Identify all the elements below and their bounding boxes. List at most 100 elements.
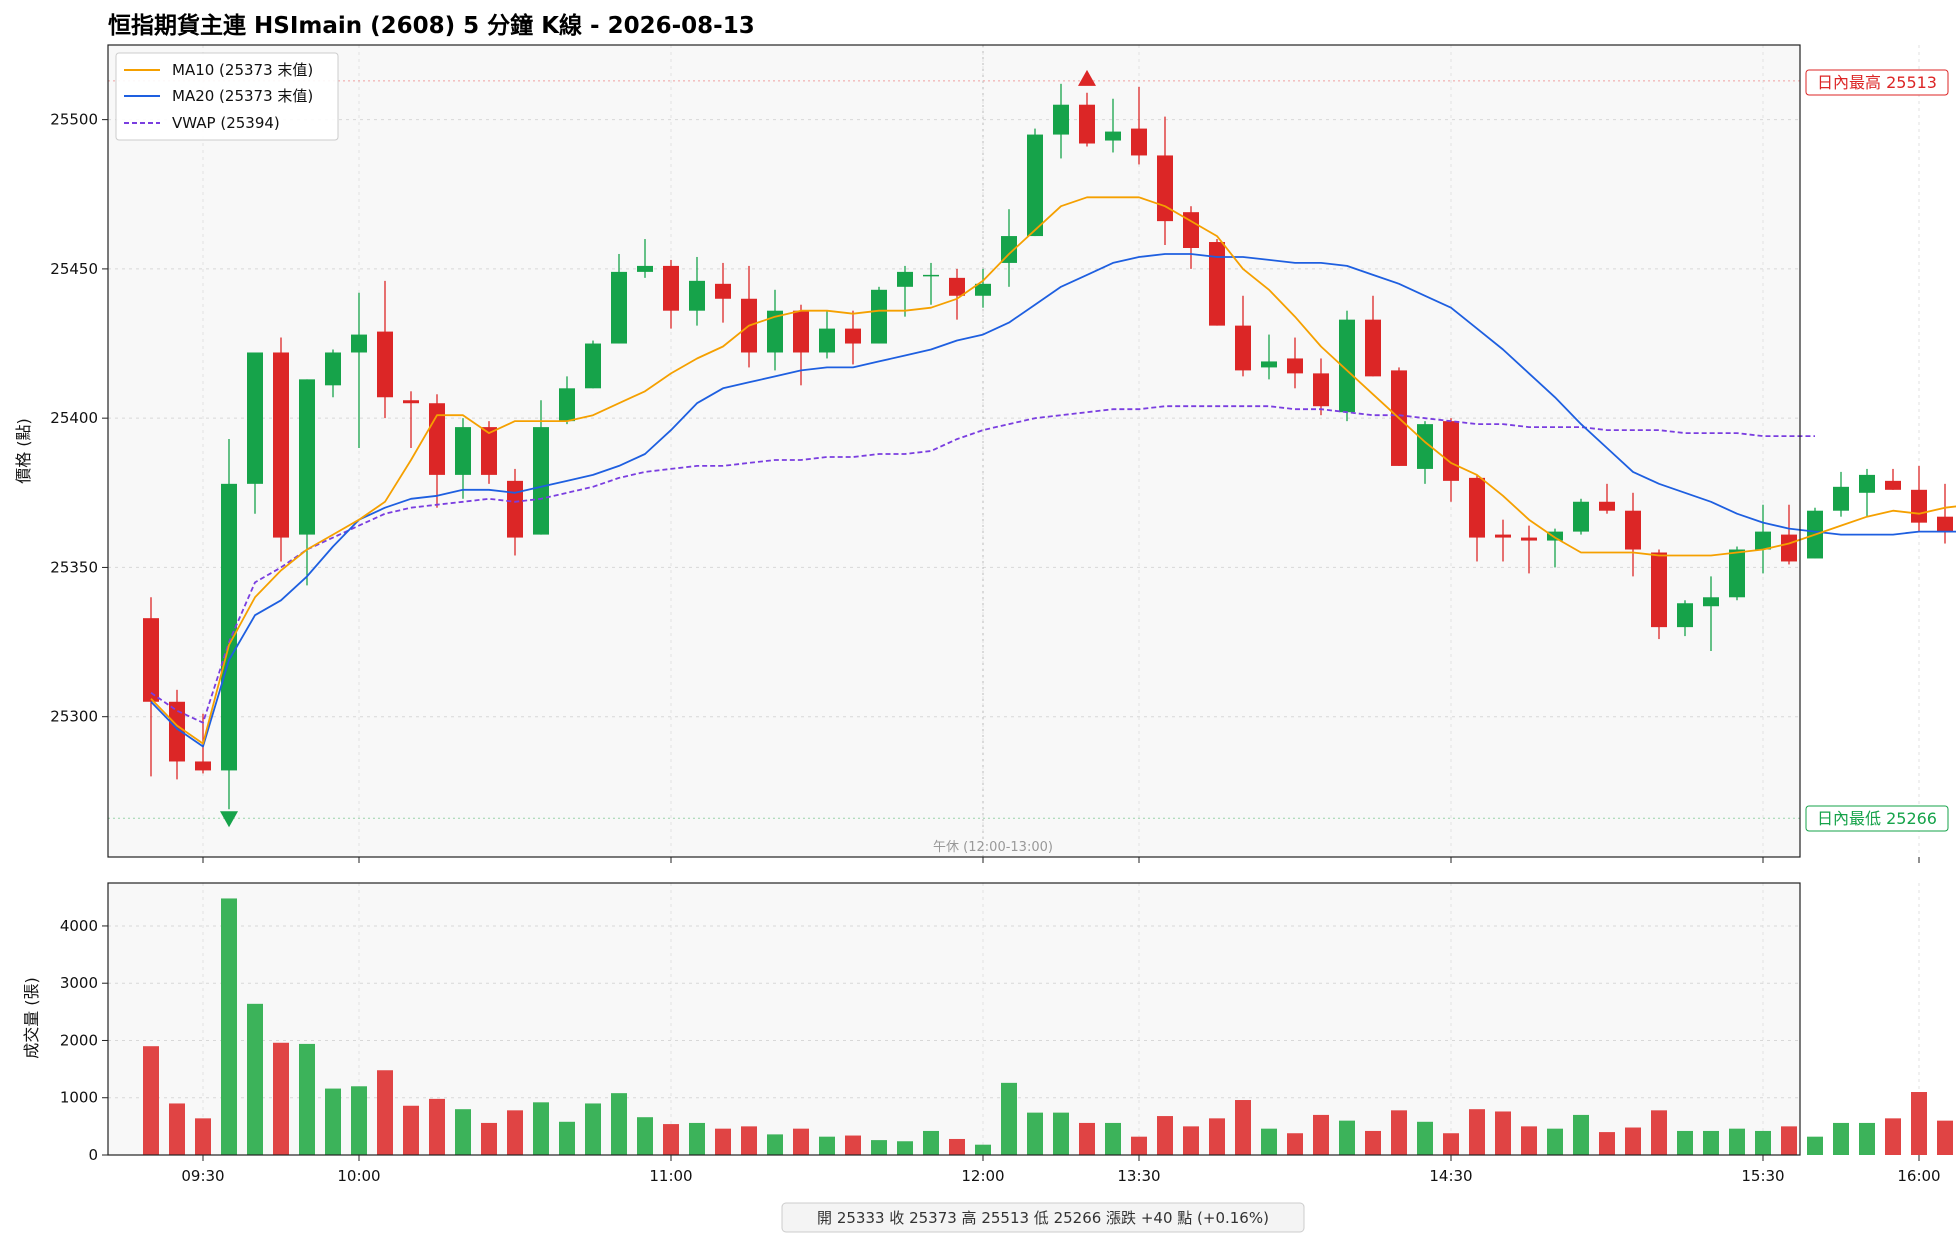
chart-title: 恒指期貨主連 HSImain (2608) 5 分鐘 K線 - 2026-08-… [108, 12, 755, 39]
candle-body-down [403, 400, 419, 404]
moving-average-lines [150, 196, 1956, 748]
candle-body-down [663, 265, 679, 311]
volume-bar-down [949, 1138, 965, 1155]
price-tick-label: 25400 [50, 409, 98, 427]
time-tick-label: 10:00 [337, 1167, 380, 1185]
price-tick-label: 25450 [50, 260, 98, 278]
candle-body-up [611, 271, 627, 344]
volume-bar-down [377, 1070, 393, 1155]
volume-bar-up [897, 1141, 913, 1155]
candle-body-up [325, 352, 341, 386]
summary-box: 開 25333 收 25373 高 25513 低 25266 漲跌 +40 點… [781, 1202, 1305, 1233]
volume-bar-up [1105, 1122, 1121, 1155]
candle-body-down [1495, 534, 1511, 538]
candle-body-down [1235, 325, 1251, 371]
volume-bar-up [1807, 1136, 1823, 1155]
volume-bar-up [1833, 1122, 1849, 1155]
candle-body-up [1573, 501, 1589, 532]
volume-bar-down [1937, 1120, 1953, 1155]
volume-bar-down [715, 1128, 731, 1155]
low-marker-triangle [220, 811, 238, 828]
volume-bar-up [1677, 1130, 1693, 1155]
summary-text: 開 25333 收 25373 高 25513 低 25266 漲跌 +40 點… [817, 1209, 1269, 1227]
volume-bar-down [1365, 1130, 1381, 1155]
candle-body-down [1209, 242, 1225, 326]
volume-bar-up [1417, 1121, 1433, 1155]
time-tick-label: 16:00 [1897, 1167, 1940, 1185]
volume-bar-up [689, 1122, 705, 1155]
candle-body-up [689, 280, 705, 311]
volume-bar-down [741, 1126, 757, 1155]
time-tick-label: 14:30 [1429, 1167, 1472, 1185]
volume-bar-up [221, 898, 237, 1155]
candle-body-up [351, 334, 367, 353]
candle-body-up [923, 274, 939, 277]
volume-bar-up [975, 1144, 991, 1155]
volume-bar-up [611, 1093, 627, 1155]
candle-body-down [1183, 212, 1199, 248]
volume-bar-down [1781, 1126, 1797, 1155]
volume-bar-down [1885, 1118, 1901, 1155]
volume-bar-down [663, 1124, 679, 1155]
lunch-break-note: 午休 (12:00-13:00) [933, 840, 1053, 855]
candle-body-up [1703, 597, 1719, 607]
volume-bar-down [1469, 1109, 1485, 1155]
candle-body-down [1079, 104, 1095, 144]
volume-bar-down [1235, 1100, 1251, 1155]
high-annotation: 日內最高 25513 [1805, 69, 1949, 96]
vwap-line [150, 405, 1815, 724]
volume-bar-down [1313, 1114, 1329, 1155]
volume-panel-frame [107, 882, 1801, 1156]
candle-body-up [455, 427, 471, 475]
candle-body-down [1157, 155, 1173, 222]
legend-box [115, 52, 339, 141]
candle-body-up [871, 289, 887, 344]
candle-body-down [1911, 489, 1927, 523]
candle-body-up [637, 265, 653, 272]
candle-body-down [1287, 358, 1303, 374]
volume-bar-up [767, 1134, 783, 1155]
volume-bar-down [1625, 1127, 1641, 1155]
volume-bar-down [195, 1118, 211, 1155]
legend: MA10 (25373 末值) MA20 (25373 末值) VWAP (25… [115, 52, 339, 141]
candle-body-up [1547, 531, 1563, 541]
price-tick-label: 25350 [50, 558, 98, 576]
candle-body-down [429, 403, 445, 475]
volume-bar-up [325, 1088, 341, 1155]
volume-bar-down [1651, 1110, 1667, 1155]
low-annotation-box [1805, 805, 1949, 832]
candle-body-down [507, 480, 523, 538]
candle-body-up [1001, 236, 1017, 263]
low-annotation-label: 日內最低 25266 [1817, 809, 1937, 828]
volume-bar-down [1599, 1132, 1615, 1155]
candle-body-down [715, 283, 731, 299]
volume-bar-up [1859, 1122, 1875, 1155]
candle-body-down [1443, 421, 1459, 481]
volume-bar-up [871, 1140, 887, 1155]
volume-bar-up [1703, 1130, 1719, 1155]
volume-bar-up [1573, 1114, 1589, 1155]
high-low-markers [220, 69, 1096, 828]
time-tick-label: 15:30 [1741, 1167, 1784, 1185]
volume-bar-down [273, 1042, 289, 1155]
volume-bar-down [403, 1105, 419, 1155]
candle-body-down [1521, 537, 1537, 541]
candle-body-up [1339, 319, 1355, 413]
legend-vwap-label: VWAP (25394) [172, 114, 280, 132]
candle-body-down [481, 427, 497, 475]
candle-body-down [1599, 501, 1615, 511]
candle-body-down [1131, 128, 1147, 156]
high-annotation-box [1805, 69, 1949, 96]
price-axis-ticks: 25300 25350 25400 25450 25500 [50, 111, 1920, 863]
legend-ma10-label: MA10 (25373 末值) [172, 61, 313, 79]
candle-body-up [1027, 134, 1043, 237]
volume-bar-up [559, 1121, 575, 1155]
time-tick-label: 12:00 [961, 1167, 1004, 1185]
candle-body-up [1755, 531, 1771, 550]
candle-body-down [143, 618, 159, 702]
volume-bar-up [1755, 1130, 1771, 1155]
volume-bar-down [1495, 1111, 1511, 1155]
legend-ma20-label: MA20 (25373 末值) [172, 87, 313, 105]
time-axis-ticks: 09:30 10:00 11:00 12:00 13:30 14:30 15:30 16:00… [181, 1155, 1941, 1185]
candle-body-down [377, 331, 393, 398]
